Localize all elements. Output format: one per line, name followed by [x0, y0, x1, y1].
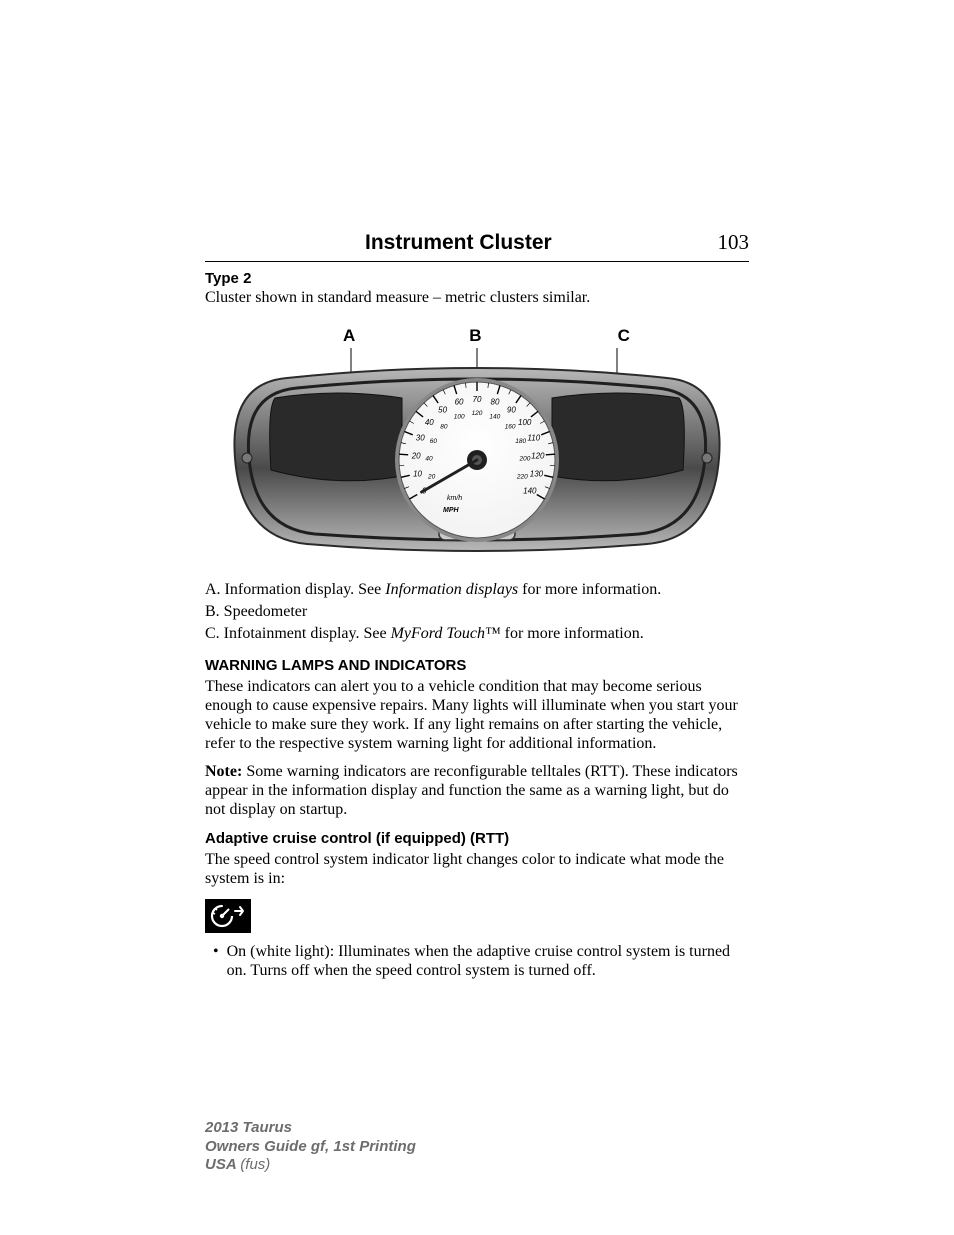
callout-a: A	[343, 326, 355, 346]
svg-text:10: 10	[413, 469, 422, 478]
legend-c-ital: MyFord Touch™	[391, 625, 501, 642]
svg-text:40: 40	[425, 418, 434, 427]
cruise-control-icon	[209, 903, 247, 929]
page-header: Instrument Cluster 103	[205, 230, 749, 255]
legend-a-pre: A. Information display. See	[205, 581, 385, 598]
svg-text:180: 180	[515, 438, 526, 445]
svg-text:100: 100	[518, 418, 532, 427]
legend-b: B. Speedometer	[205, 603, 749, 621]
cluster-figure: A B C 0102030405060708090100110120130140…	[227, 326, 727, 563]
svg-text:80: 80	[491, 398, 500, 407]
page-title: Instrument Cluster	[365, 231, 552, 255]
callout-c: C	[618, 326, 630, 346]
footer-line3-country: USA	[205, 1156, 240, 1173]
callout-b: B	[469, 326, 481, 346]
callout-row: A B C	[227, 326, 727, 346]
warning-note: Note: Some warning indicators are reconf…	[205, 763, 749, 820]
svg-text:20: 20	[427, 474, 436, 481]
svg-text:30: 30	[416, 434, 425, 443]
svg-text:130: 130	[530, 469, 544, 478]
legend-c-pre: C. Infotainment display. See	[205, 625, 391, 642]
svg-text:70: 70	[473, 395, 482, 404]
legend-c-post: for more information.	[501, 625, 644, 642]
type-label: Type 2	[205, 270, 749, 287]
type-caption: Cluster shown in standard measure – metr…	[205, 289, 749, 308]
footer-line3-suffix: (fus)	[240, 1156, 270, 1173]
svg-text:100: 100	[454, 413, 465, 420]
note-label: Note:	[205, 763, 242, 780]
svg-text:60: 60	[430, 438, 438, 445]
acc-icon	[205, 899, 251, 933]
svg-text:120: 120	[531, 451, 545, 460]
svg-text:160: 160	[505, 423, 516, 430]
warning-heading: WARNING LAMPS AND INDICATORS	[205, 657, 749, 674]
legend-c: C. Infotainment display. See MyFord Touc…	[205, 625, 749, 643]
note-body: Some warning indicators are reconfigurab…	[205, 763, 738, 818]
instrument-cluster-svg: 0102030405060708090100110120130140204060…	[227, 348, 727, 558]
svg-text:140: 140	[489, 413, 500, 420]
svg-text:140: 140	[523, 486, 537, 495]
page-footer: 2013 Taurus Owners Guide gf, 1st Printin…	[205, 1119, 416, 1175]
footer-line2: Owners Guide gf, 1st Printing	[205, 1138, 416, 1157]
svg-text:MPH: MPH	[443, 507, 460, 514]
svg-text:60: 60	[455, 398, 464, 407]
svg-text:80: 80	[440, 423, 448, 430]
svg-text:40: 40	[425, 456, 433, 463]
footer-line1: 2013 Taurus	[205, 1119, 416, 1138]
svg-text:50: 50	[438, 405, 447, 414]
acc-heading: Adaptive cruise control (if equipped) (R…	[205, 830, 749, 847]
manual-page: Instrument Cluster 103 Type 2 Cluster sh…	[0, 0, 954, 1235]
legend-a: A. Information display. See Information …	[205, 581, 749, 599]
footer-line3: USA (fus)	[205, 1156, 416, 1175]
svg-text:220: 220	[516, 474, 528, 481]
header-rule	[205, 261, 749, 262]
svg-text:km/h: km/h	[447, 495, 462, 502]
svg-text:110: 110	[527, 434, 540, 443]
svg-text:90: 90	[507, 405, 516, 414]
acc-bullet: • On (white light): Illuminates when the…	[213, 943, 749, 981]
page-number: 103	[718, 230, 750, 255]
bullet-icon: •	[213, 943, 219, 981]
acc-para: The speed control system indicator light…	[205, 851, 749, 889]
acc-bullet-text: On (white light): Illuminates when the a…	[227, 943, 749, 981]
svg-text:120: 120	[472, 410, 483, 417]
legend-a-post: for more information.	[518, 581, 661, 598]
svg-text:200: 200	[519, 456, 531, 463]
legend-a-ital: Information displays	[385, 581, 518, 598]
warning-para: These indicators can alert you to a vehi…	[205, 678, 749, 754]
svg-text:20: 20	[411, 451, 421, 460]
